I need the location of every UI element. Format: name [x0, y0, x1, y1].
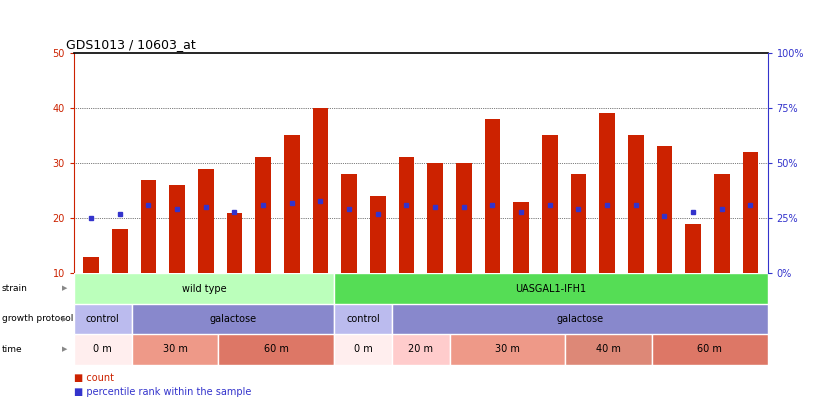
Bar [112, 229, 127, 273]
Bar [398, 158, 415, 273]
Bar [450, 334, 566, 364]
Bar [628, 135, 644, 273]
Bar [218, 334, 334, 364]
Text: 0 m: 0 m [94, 344, 112, 354]
Bar [83, 257, 99, 273]
Bar [198, 168, 213, 273]
Bar [74, 273, 334, 304]
Text: 30 m: 30 m [163, 344, 187, 354]
Text: UASGAL1-IFH1: UASGAL1-IFH1 [516, 284, 586, 294]
Bar [334, 273, 768, 304]
Bar [255, 158, 271, 273]
Bar [392, 334, 450, 364]
Bar [334, 334, 392, 364]
Text: ▶: ▶ [62, 316, 67, 322]
Bar [140, 179, 156, 273]
Bar [456, 163, 471, 273]
Bar [686, 224, 701, 273]
Text: 0 m: 0 m [354, 344, 373, 354]
Bar [131, 304, 334, 334]
Text: ▶: ▶ [62, 286, 67, 292]
Text: wild type: wild type [181, 284, 227, 294]
Bar [169, 185, 185, 273]
Text: 40 m: 40 m [596, 344, 621, 354]
Text: time: time [2, 345, 22, 354]
Bar [131, 334, 218, 364]
Bar [657, 147, 672, 273]
Bar [566, 334, 652, 364]
Bar [74, 304, 131, 334]
Bar [370, 196, 386, 273]
Bar [484, 119, 500, 273]
Bar [334, 304, 392, 334]
Text: GDS1013 / 10603_at: GDS1013 / 10603_at [66, 38, 195, 51]
Bar [714, 174, 730, 273]
Text: galactose: galactose [209, 314, 256, 324]
Bar [513, 202, 529, 273]
Text: control: control [346, 314, 380, 324]
Bar [427, 163, 443, 273]
Bar [74, 334, 131, 364]
Text: control: control [86, 314, 120, 324]
Text: growth protocol: growth protocol [2, 314, 73, 324]
Bar [599, 113, 615, 273]
Bar [742, 152, 759, 273]
Text: 60 m: 60 m [697, 344, 722, 354]
Text: 60 m: 60 m [264, 344, 289, 354]
Text: strain: strain [2, 284, 28, 293]
Text: ▶: ▶ [62, 346, 67, 352]
Text: ■ count: ■ count [74, 373, 114, 383]
Bar [313, 108, 328, 273]
Bar [542, 135, 557, 273]
Text: ■ percentile rank within the sample: ■ percentile rank within the sample [74, 387, 251, 397]
Bar [392, 304, 768, 334]
Bar [342, 174, 357, 273]
Bar [227, 213, 242, 273]
Text: galactose: galactose [556, 314, 603, 324]
Bar [284, 135, 300, 273]
Text: 20 m: 20 m [408, 344, 433, 354]
Bar [652, 334, 768, 364]
Text: 30 m: 30 m [495, 344, 520, 354]
Bar [571, 174, 586, 273]
